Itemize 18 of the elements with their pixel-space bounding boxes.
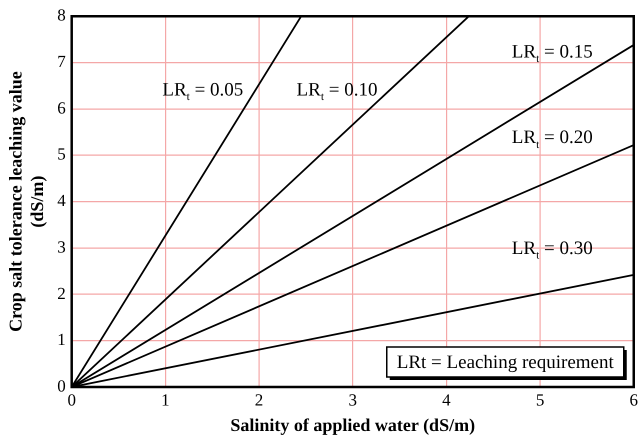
y-tick-label: 3 [57, 237, 66, 256]
x-tick-label: 2 [254, 390, 264, 410]
y-axis-title: Crop salt tolerance leaching value (dS/m) [5, 71, 48, 332]
y-tick-label: 2 [57, 284, 66, 303]
y-tick-label: 4 [57, 191, 66, 210]
x-tick-label: 5 [536, 390, 544, 410]
x-tick-label: 3 [348, 390, 357, 410]
y-tick-label: 7 [57, 52, 66, 72]
y-tick-label: 0 [57, 376, 66, 396]
x-tick-label: 1 [161, 390, 170, 410]
y-tick-label: 1 [57, 330, 66, 350]
x-axis-title: Salinity of applied water (dS/m) [230, 414, 476, 435]
annotation: LRt = Leaching requirement [396, 352, 614, 373]
y-tick-label: 5 [57, 144, 66, 164]
y-tick-label: 8 [57, 6, 66, 25]
x-tick-label: 4 [442, 390, 452, 410]
x-tick-label: 6 [630, 390, 638, 410]
y-tick-label: 6 [57, 98, 66, 118]
